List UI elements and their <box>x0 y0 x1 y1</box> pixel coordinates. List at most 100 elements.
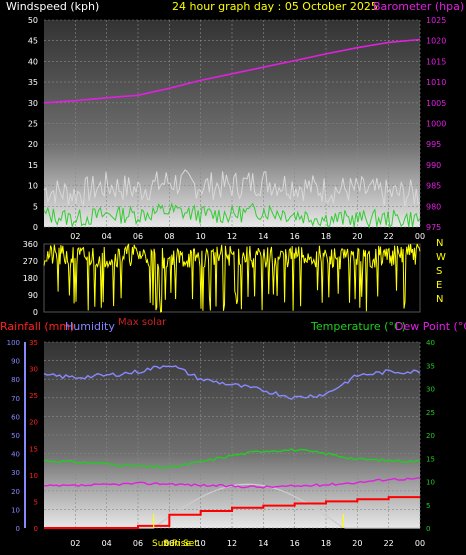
temp-tick-label: 15 <box>426 455 435 463</box>
wind-baro-series <box>43 38 421 229</box>
baro-tick-label: 1005 <box>426 99 446 108</box>
direction-tick-label: 90 <box>28 291 38 300</box>
rain-tick-label: 20 <box>29 419 38 427</box>
direction-tick-label: 0 <box>33 308 38 317</box>
windspeed-axis: 0 5 10 15 20 25 30 35 40 45 50 <box>28 16 38 232</box>
x-tick-label: 06 <box>133 232 143 241</box>
x-tick-label: 12 <box>227 539 237 548</box>
x-tick-label: 22 <box>384 232 394 241</box>
x-tick-label: 08 <box>164 539 174 548</box>
wind-tick-label: 50 <box>28 16 38 25</box>
rain-tick-label: 5 <box>34 498 38 506</box>
humidity-tick-label: 40 <box>11 451 20 459</box>
temp-tick-label: 5 <box>426 502 430 510</box>
rain-tick-label: 15 <box>29 445 38 453</box>
x-tick-label: 20 <box>352 232 362 241</box>
temp-tick-label: 20 <box>426 432 435 440</box>
wind-tick-label: 45 <box>28 37 38 46</box>
baro-tick-label: 995 <box>426 140 441 149</box>
windspeed-label: Windspeed (kph) <box>6 0 99 13</box>
barometer-axis: 975 980 985 990 995 1000 1005 1010 1015 1020 1025 <box>426 16 446 232</box>
direction-tick-label: 360 <box>23 240 38 249</box>
wind-tick-label: 20 <box>28 140 38 149</box>
graph-title: 24 hour graph day : 05 October 2025 <box>172 0 378 13</box>
humidity-tick-label: 80 <box>11 376 20 384</box>
wind-tick-label: 25 <box>28 120 38 129</box>
rainfall-series <box>44 496 420 529</box>
baro-tick-label: 1015 <box>426 57 446 66</box>
compass-label: N <box>436 238 443 249</box>
wind-tick-label: 10 <box>28 182 38 191</box>
humidity-tick-label: 90 <box>11 358 20 366</box>
x-tick-label: 04 <box>102 232 112 241</box>
sunrise-label: Sun Rise <box>152 539 191 549</box>
x-tick-label: 00 <box>415 539 425 548</box>
baro-tick-label: 1000 <box>426 120 446 129</box>
barometer-series <box>43 38 421 104</box>
wind-tick-label: 5 <box>33 202 38 211</box>
temperature-series <box>43 448 421 469</box>
x-tick-label: 08 <box>164 232 174 241</box>
direction-tick-label: 180 <box>23 274 38 283</box>
x-tick-label: 02 <box>70 539 80 548</box>
x-tick-label: 10 <box>196 232 206 241</box>
baro-tick-label: 1010 <box>426 78 446 87</box>
max-solar-label: Max solar <box>118 317 167 328</box>
x-tick-label: 16 <box>290 539 300 548</box>
temp-tick-label: 40 <box>426 339 435 347</box>
wind-tick-label: 0 <box>33 223 38 232</box>
direction-series <box>43 243 421 313</box>
x-tick-label: 22 <box>384 539 394 548</box>
humidity-axis: 0 10 20 30 40 50 60 70 80 90 100 <box>7 339 26 533</box>
humidity-tick-label: 20 <box>11 488 20 496</box>
rain-tick-label: 35 <box>29 339 38 347</box>
humidity-tick-label: 100 <box>7 339 20 347</box>
rain-tick-label: 25 <box>29 392 38 400</box>
rain-temp-x-axis: 02 04 06 08 10 12 14 16 18 20 22 00 <box>70 539 425 548</box>
humidity-series <box>43 365 421 401</box>
x-tick-label: 18 <box>321 232 331 241</box>
compass-label: N <box>436 294 443 305</box>
direction-degrees-axis: 0 90 180 270 360 <box>23 240 38 317</box>
humidity-tick-label: 30 <box>11 469 20 477</box>
dewpoint-series <box>43 477 421 489</box>
humidity-tick-label: 10 <box>11 506 20 514</box>
sunset-label: Sun Set <box>163 539 198 549</box>
compass-label: W <box>436 252 446 263</box>
gust-series <box>43 169 421 207</box>
temp-tick-label: 10 <box>426 479 435 487</box>
temp-tick-label: 25 <box>426 409 435 417</box>
x-tick-label: 14 <box>258 539 268 548</box>
x-tick-label: 10 <box>196 539 206 548</box>
wind-tick-label: 30 <box>28 99 38 108</box>
humidity-tick-label: 50 <box>11 432 20 440</box>
wind-tick-label: 40 <box>28 57 38 66</box>
rainfall-axis: 0 5 10 15 20 25 30 35 <box>29 339 38 533</box>
direction-series <box>43 243 421 313</box>
temp-tick-label: 0 <box>426 525 430 533</box>
wind-baro-x-axis: 02 04 06 08 10 12 14 16 18 20 22 00 <box>70 232 425 241</box>
baro-tick-label: 980 <box>426 202 441 211</box>
compass-label: S <box>436 266 442 277</box>
wind-tick-label: 35 <box>28 78 38 87</box>
humidity-tick-label: 70 <box>11 395 20 403</box>
rain-tick-label: 0 <box>34 525 38 533</box>
rain-temp-series <box>43 365 421 529</box>
humidity-tick-label: 60 <box>11 413 20 421</box>
baro-tick-label: 985 <box>426 182 441 191</box>
barometer-label: Barometer (hpa) <box>373 0 464 13</box>
x-tick-label: 02 <box>70 232 80 241</box>
baro-tick-label: 990 <box>426 161 441 170</box>
rain-tick-label: 10 <box>29 472 38 480</box>
wind-tick-label: 15 <box>28 161 38 170</box>
x-tick-label: 00 <box>415 232 425 241</box>
x-tick-label: 06 <box>133 539 143 548</box>
baro-tick-label: 975 <box>426 223 441 232</box>
direction-tick-label: 270 <box>23 257 38 266</box>
rain-tick-label: 30 <box>29 366 38 374</box>
baro-tick-label: 1025 <box>426 16 446 25</box>
temperature-axis: 0 5 10 15 20 25 30 35 40 <box>426 339 435 533</box>
x-tick-label: 04 <box>102 539 112 548</box>
